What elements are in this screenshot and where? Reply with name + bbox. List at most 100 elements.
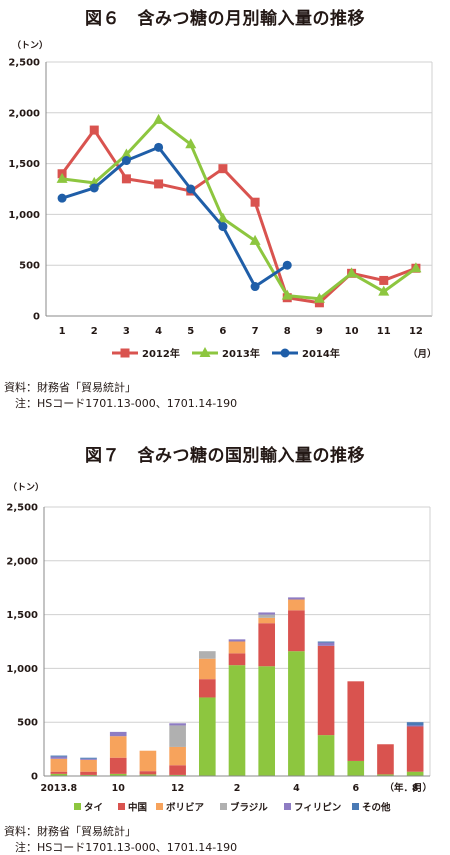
fig7-x-tick-label: 10 xyxy=(112,783,126,794)
fig6-x-tick-label: 6 xyxy=(219,326,226,337)
fig7-y-tick-label: 1,500 xyxy=(6,610,38,621)
fig7-legend-swatch xyxy=(220,803,227,810)
fig7-bar-segment xyxy=(228,665,246,776)
fig6-x-tick-label: 2 xyxy=(91,326,98,337)
fig6-series-line xyxy=(61,145,289,289)
fig6-series-3 xyxy=(57,142,292,292)
fig7-bar-segment xyxy=(228,653,246,666)
fig7-y-unit: （トン） xyxy=(8,482,44,493)
fig7-bar-segment xyxy=(50,756,68,759)
fig6-data-point xyxy=(154,179,164,189)
fig7-bar-segment xyxy=(228,639,246,642)
fig7-bar-segment xyxy=(50,755,68,757)
fig7-bar-segment xyxy=(80,757,97,759)
fig7-bar-segment xyxy=(258,614,276,618)
fig6-x-tick-label: 7 xyxy=(252,326,259,337)
fig7-bar-segment xyxy=(406,726,424,772)
fig6-x-tick-label: 3 xyxy=(123,326,130,337)
fig6-legend-marker xyxy=(120,348,130,358)
fig6-x-tick-label: 1 xyxy=(59,326,66,337)
fig6-data-point xyxy=(185,138,197,149)
fig7-bar-segment xyxy=(198,658,216,680)
fig7-legend-label: ブラジル xyxy=(230,802,268,814)
fig7-bar-segment xyxy=(139,771,157,775)
fig7-bar-segment xyxy=(139,774,157,776)
fig6-y-tick-label: 2,000 xyxy=(8,108,40,119)
fig7-bar-segment xyxy=(169,746,186,766)
fig6-data-point xyxy=(154,142,164,152)
fig7-bar-segment xyxy=(50,771,68,774)
fig6-data-point xyxy=(379,275,389,285)
fig7-x-tick-label: 8 xyxy=(412,783,419,794)
fig7-bar-segment xyxy=(169,723,186,726)
fig7-bar-segment xyxy=(258,666,276,776)
fig7-bar-segment xyxy=(288,597,305,600)
fig7-bar-segment xyxy=(80,758,97,760)
fig7-bar-segment xyxy=(169,765,186,775)
fig7-source-note: 資料：財務省「貿易統計」 xyxy=(4,825,136,838)
fig7-bar-segment xyxy=(317,641,335,643)
fig7-bar-segment xyxy=(317,642,335,646)
fig7-y-tick-label: 2,000 xyxy=(6,556,38,567)
fig7-x-tick-label: 2013.8 xyxy=(41,783,78,794)
fig6-y-unit: （トン） xyxy=(12,40,48,51)
fig6-data-point xyxy=(218,164,228,174)
fig7-bar-segment xyxy=(258,623,276,667)
fig6-data-point xyxy=(56,172,68,183)
fig6-y-tick-label: 0 xyxy=(33,312,40,323)
fig6-data-point xyxy=(410,262,422,273)
fig6-title: 図６ 含みつ糖の月別輸入量の推移 xyxy=(85,9,365,29)
fig7-y-tick-label: 500 xyxy=(17,718,38,729)
fig6-data-point xyxy=(249,234,261,245)
fig7-bar-segment xyxy=(288,651,305,776)
fig7-legend-swatch xyxy=(284,803,291,810)
fig7-bar-segment xyxy=(406,771,424,776)
fig7-x-tick-label: 6 xyxy=(352,783,359,794)
fig6-data-point xyxy=(120,148,132,159)
fig7-bar-segment xyxy=(406,725,424,727)
fig7-legend-label: 中国 xyxy=(128,802,147,814)
fig6-hs-note: 注：HSコード1701.13-000、1701.14-190 xyxy=(4,397,238,410)
fig6-data-point xyxy=(281,289,293,300)
fig7-bar-segment xyxy=(109,736,127,758)
fig7-bar-segment xyxy=(50,773,68,776)
fig6-data-point xyxy=(250,197,260,207)
fig7-bar-segment xyxy=(406,722,424,726)
fig7-bar-segment xyxy=(109,757,127,774)
fig7-legend-swatch xyxy=(156,803,163,810)
fig6-data-point xyxy=(314,298,324,308)
fig6-data-point xyxy=(121,156,131,166)
fig7-legend-label: タイ xyxy=(84,802,103,814)
fig7-bar-segment xyxy=(80,771,97,775)
fig7-bar-segment xyxy=(80,759,97,772)
fig7-bar-segment xyxy=(228,641,246,654)
fig6-data-point xyxy=(313,292,325,303)
fig7-x-tick-label: 4 xyxy=(293,783,300,794)
fig6-x-tick-label: 12 xyxy=(409,326,423,337)
fig6-legend-label: 2014年 xyxy=(302,347,340,360)
fig7-bar-segment xyxy=(109,773,127,776)
fig7-bar-segment xyxy=(288,610,305,652)
fig7-legend-swatch xyxy=(118,803,125,810)
fig6-legend-label: 2012年 xyxy=(142,347,180,360)
fig6-x-tick-label: 11 xyxy=(377,326,391,337)
fig7-title: 図７ 含みつ糖の国別輸入量の推移 xyxy=(85,446,365,466)
fig6-legend-marker xyxy=(199,347,211,357)
fig7-legend-label: その他 xyxy=(362,802,391,814)
fig7-bar-segment xyxy=(139,750,157,772)
fig7-y-tick-label: 2,500 xyxy=(6,503,38,514)
fig7-bar-segment xyxy=(50,758,68,772)
fig6-y-tick-label: 1,000 xyxy=(8,210,40,221)
fig7-bar-segment xyxy=(198,697,216,776)
fig6-x-tick-label: 8 xyxy=(284,326,291,337)
fig7-bar-segment xyxy=(258,612,276,615)
fig6-legend-label: 2013年 xyxy=(222,347,260,360)
fig7-bar-segment xyxy=(347,681,365,761)
fig6-x-tick-label: 5 xyxy=(187,326,194,337)
fig7-bar-segment xyxy=(377,744,394,775)
fig6-y-tick-label: 2,500 xyxy=(8,58,40,69)
fig7-hs-note: 注：HSコード1701.13-000、1701.14-190 xyxy=(4,841,238,854)
fig7-stacked-bar-chart: （トン） 0 500 1,000 1,500 2,000 2,500 2013.8 10 12 2 4… xyxy=(6,482,432,814)
fig7-legend-label: フィリピン xyxy=(294,802,341,814)
